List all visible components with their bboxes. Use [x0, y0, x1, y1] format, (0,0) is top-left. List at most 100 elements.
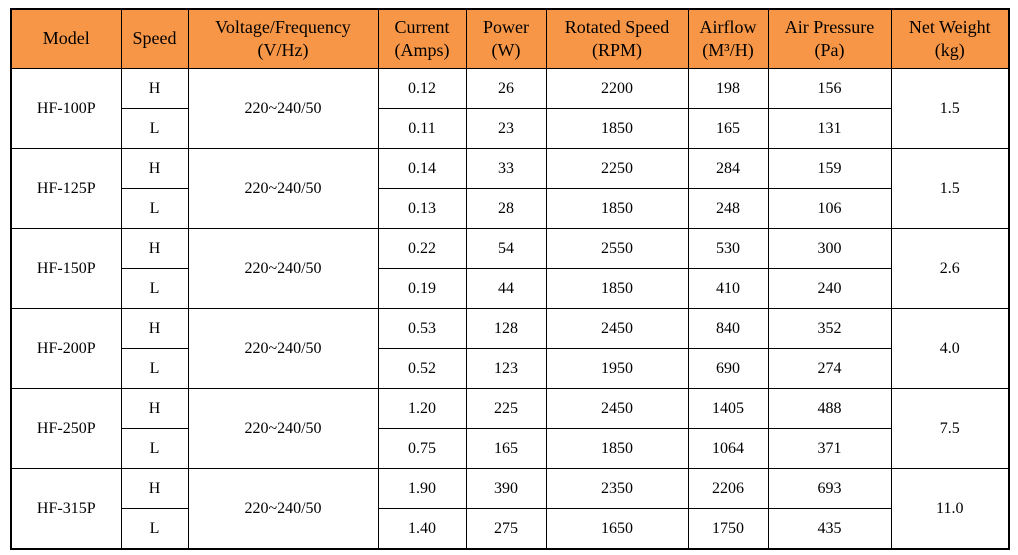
current-cell: 1.90	[377, 468, 467, 509]
power-cell: 54	[465, 228, 547, 269]
net-weight-cell: 2.6	[890, 228, 1010, 309]
air-pressure-cell: 371	[767, 428, 892, 469]
rotated-speed-cell: 2200	[545, 68, 689, 109]
table-row: HF-125P H 220~240/50 0.14 33 2250 284 15…	[10, 148, 1010, 229]
air-pressure-cell: 159	[767, 148, 892, 189]
power-cell: 275	[465, 508, 547, 550]
voltage-cell: 220~240/50	[187, 228, 379, 309]
fan-specification-table: Model Speed Voltage/Frequency (V/Hz) Cur…	[10, 8, 1010, 550]
model-cell: HF-315P	[10, 468, 122, 550]
table-row: HF-150P H 220~240/50 0.22 54 2550 530 30…	[10, 228, 1010, 309]
rotated-speed-cell: 1950	[545, 348, 689, 389]
airflow-cell: 530	[687, 228, 769, 269]
header-voltage-frequency: Voltage/Frequency (V/Hz)	[187, 8, 379, 69]
model-cell: HF-250P	[10, 388, 122, 469]
header-net-weight: Net Weight (kg)	[890, 8, 1010, 69]
table-row: L 0.75 165 1850 1064 371	[11, 428, 1009, 469]
current-cell: 0.12	[377, 68, 467, 109]
table-header: Model Speed Voltage/Frequency (V/Hz) Cur…	[10, 8, 1010, 69]
header-airflow: Airflow (M³/H)	[687, 8, 769, 69]
power-cell: 225	[465, 388, 547, 429]
model-cell: HF-200P	[10, 308, 122, 389]
air-pressure-cell: 352	[767, 308, 892, 349]
rotated-speed-cell: 2350	[545, 468, 689, 509]
current-cell: 0.19	[377, 268, 467, 309]
power-cell: 123	[465, 348, 547, 389]
header-air-pressure: Air Pressure (Pa)	[767, 8, 892, 69]
airflow-cell: 1750	[687, 508, 769, 550]
header-current: Current (Amps)	[377, 8, 467, 69]
rotated-speed-cell: 2250	[545, 148, 689, 189]
airflow-cell: 690	[687, 348, 769, 389]
net-weight-cell: 7.5	[890, 388, 1010, 469]
table-row: L 0.13 28 1850 248 106	[11, 188, 1009, 229]
speed-cell: L	[120, 508, 189, 550]
air-pressure-cell: 488	[767, 388, 892, 429]
header-power: Power (W)	[465, 8, 547, 69]
table-row: HF-200P H 220~240/50 0.53 128 2450 840 3…	[10, 308, 1010, 389]
air-pressure-cell: 131	[767, 108, 892, 149]
rotated-speed-cell: 2450	[545, 388, 689, 429]
voltage-cell: 220~240/50	[187, 388, 379, 469]
current-cell: 1.20	[377, 388, 467, 429]
net-weight-cell: 1.5	[890, 148, 1010, 229]
power-cell: 33	[465, 148, 547, 189]
airflow-cell: 840	[687, 308, 769, 349]
current-cell: 0.11	[377, 108, 467, 149]
airflow-cell: 248	[687, 188, 769, 229]
table-row: HF-315P H 220~240/50 1.90 390 2350 2206 …	[10, 468, 1010, 550]
net-weight-cell: 11.0	[890, 468, 1010, 550]
power-cell: 44	[465, 268, 547, 309]
airflow-cell: 2206	[687, 468, 769, 509]
voltage-cell: 220~240/50	[187, 468, 379, 550]
table-row: HF-100P H 220~240/50 0.12 26 2200 198 15…	[10, 68, 1010, 149]
current-cell: 0.13	[377, 188, 467, 229]
current-cell: 0.53	[377, 308, 467, 349]
speed-cell: L	[120, 428, 189, 469]
speed-cell: H	[120, 388, 189, 429]
header-row: Model Speed Voltage/Frequency (V/Hz) Cur…	[10, 8, 1010, 69]
current-cell: 0.52	[377, 348, 467, 389]
power-cell: 128	[465, 308, 547, 349]
air-pressure-cell: 274	[767, 348, 892, 389]
model-cell: HF-100P	[10, 68, 122, 149]
air-pressure-cell: 240	[767, 268, 892, 309]
power-cell: 23	[465, 108, 547, 149]
net-weight-cell: 1.5	[890, 68, 1010, 149]
header-speed: Speed	[120, 8, 189, 69]
current-cell: 0.14	[377, 148, 467, 189]
rotated-speed-cell: 1650	[545, 508, 689, 550]
air-pressure-cell: 156	[767, 68, 892, 109]
table-row: L 0.11 23 1850 165 131	[11, 108, 1009, 149]
rotated-speed-cell: 2550	[545, 228, 689, 269]
air-pressure-cell: 106	[767, 188, 892, 229]
speed-cell: H	[120, 468, 189, 509]
table-row: L 0.52 123 1950 690 274	[11, 348, 1009, 389]
voltage-cell: 220~240/50	[187, 68, 379, 149]
airflow-cell: 198	[687, 68, 769, 109]
rotated-speed-cell: 2450	[545, 308, 689, 349]
current-cell: 1.40	[377, 508, 467, 550]
voltage-cell: 220~240/50	[187, 308, 379, 389]
airflow-cell: 1064	[687, 428, 769, 469]
rotated-speed-cell: 1850	[545, 268, 689, 309]
power-cell: 390	[465, 468, 547, 509]
power-cell: 26	[465, 68, 547, 109]
current-cell: 0.75	[377, 428, 467, 469]
air-pressure-cell: 435	[767, 508, 892, 550]
power-cell: 28	[465, 188, 547, 229]
voltage-cell: 220~240/50	[187, 148, 379, 229]
table-row: HF-250P H 220~240/50 1.20 225 2450 1405 …	[10, 388, 1010, 469]
table-row: L 0.19 44 1850 410 240	[11, 268, 1009, 309]
header-rotated-speed: Rotated Speed (RPM)	[545, 8, 689, 69]
airflow-cell: 410	[687, 268, 769, 309]
speed-cell: L	[120, 188, 189, 229]
speed-cell: H	[120, 228, 189, 269]
speed-cell: L	[120, 268, 189, 309]
rotated-speed-cell: 1850	[545, 188, 689, 229]
air-pressure-cell: 693	[767, 468, 892, 509]
speed-cell: H	[120, 308, 189, 349]
speed-cell: H	[120, 148, 189, 189]
net-weight-cell: 4.0	[890, 308, 1010, 389]
airflow-cell: 1405	[687, 388, 769, 429]
